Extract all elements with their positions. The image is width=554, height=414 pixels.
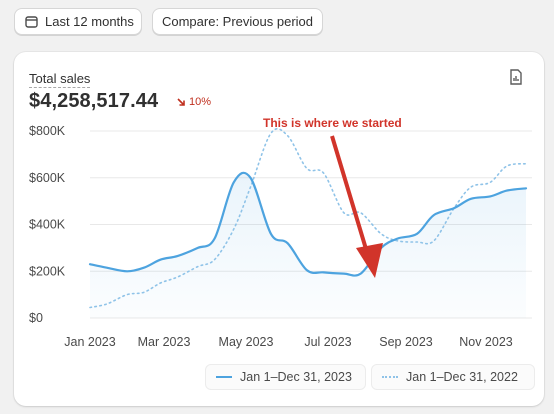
legend-label-current: Jan 1–Dec 31, 2023 <box>240 370 352 384</box>
compare-period-button[interactable]: Compare: Previous period <box>152 8 323 35</box>
date-range-button[interactable]: Last 12 months <box>14 8 142 35</box>
metric-label[interactable]: Total sales <box>29 71 91 88</box>
metric-value: $4,258,517.44 <box>29 90 159 112</box>
x-tick-label: Sep 2023 <box>379 335 433 349</box>
annotation-arrowhead <box>356 243 383 278</box>
x-tick-label: Mar 2023 <box>138 335 191 349</box>
date-range-label: Last 12 months <box>45 14 134 29</box>
x-tick-label: Nov 2023 <box>459 335 513 349</box>
series-line-current[interactable] <box>88 171 528 277</box>
legend-label-previous: Jan 1–Dec 31, 2022 <box>406 370 518 384</box>
y-tick-label: $800K <box>29 124 66 138</box>
legend-item-previous[interactable]: Jan 1–Dec 31, 2022 <box>371 364 535 390</box>
delta-value: 10% <box>189 96 212 108</box>
y-tick-label: $600K <box>29 171 66 185</box>
y-tick-label: $0 <box>29 311 43 325</box>
y-tick-label: $200K <box>29 264 66 278</box>
arrow-down-right-icon <box>177 98 185 106</box>
x-tick-label: Jan 2023 <box>64 335 115 349</box>
legend-swatch-dotted <box>382 376 398 378</box>
legend-swatch-solid <box>216 376 232 378</box>
total-sales-card: Total sales $4,258,517.44 10% $800K $600 <box>14 52 544 406</box>
series-area-current <box>90 172 526 318</box>
compare-label: Compare: Previous period <box>161 14 314 29</box>
annotation-arrow <box>330 135 371 260</box>
x-tick-label: Jul 2023 <box>304 335 351 349</box>
report-document-icon[interactable] <box>509 69 523 90</box>
sales-line-chart: $800K $600K $400K $200K $0 Jan 2023 Mar 2023 Ma… <box>29 124 532 349</box>
x-tick-label: May 2023 <box>219 335 274 349</box>
calendar-icon <box>25 16 38 28</box>
annotation-text: This is where we started <box>263 116 402 130</box>
y-tick-label: $400K <box>29 218 66 232</box>
legend-item-current[interactable]: Jan 1–Dec 31, 2023 <box>205 364 366 390</box>
delta-badge: 10% <box>176 96 211 108</box>
